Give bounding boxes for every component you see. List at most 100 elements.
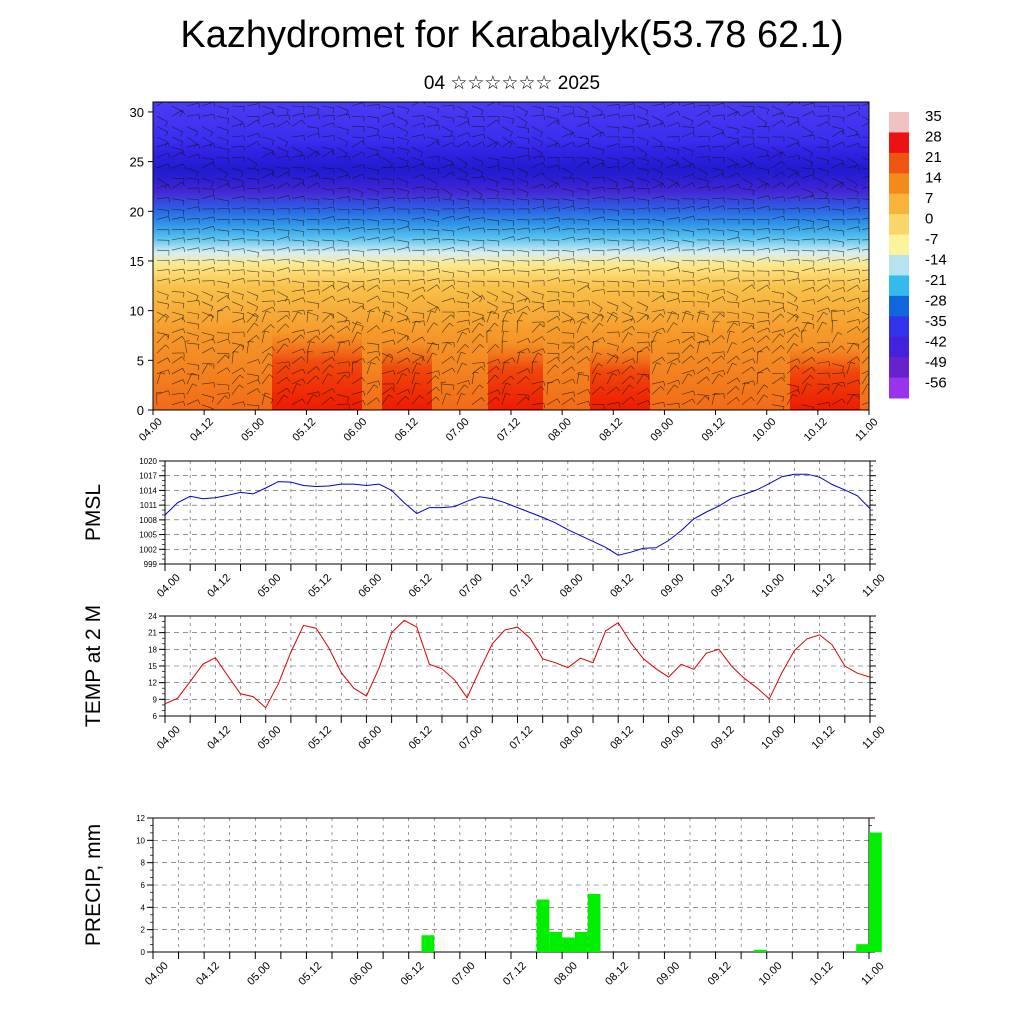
wind-barb-flag [842,242,845,248]
wind-barb-flag [539,323,544,328]
wind-barb-flag [497,314,500,320]
wind-barb-flag [468,226,471,232]
wind-barb-flag [723,145,725,152]
wind-barb [231,116,243,123]
wind-barb [411,186,424,189]
wind-barb-flag [691,315,694,321]
wind-barb-flag [633,268,636,274]
wind-barb-flag [723,205,726,211]
wind-barb-flag [558,256,561,262]
wind-barb [411,217,424,220]
wind-barb [456,157,468,165]
wind-barb-flag [212,335,214,341]
wind-barb-flag [182,368,186,373]
wind-barb-flag [378,153,381,159]
wind-barb-flag [225,354,230,359]
wind-barb-flag [462,331,467,335]
wind-barb [801,280,814,282]
wind-barb-flag [827,307,831,313]
wind-barb [351,301,364,305]
wind-barb [411,278,424,282]
wind-barb [336,174,349,179]
wind-barb [501,177,514,181]
wind-barb-flag [213,216,216,222]
wind-barb [291,311,299,323]
wind-barb-flag [213,143,216,149]
wind-barb [576,160,588,169]
wind-barb-flag [797,386,799,392]
wind-barb [246,301,258,308]
wind-barb-flag [723,114,725,120]
wind-barb [801,311,814,316]
wind-barb [411,356,423,364]
wind-barb [651,219,664,222]
wind-barb-flag [826,171,829,177]
wind-barb [846,297,859,302]
wind-barb [846,157,858,164]
wind-barb-flag [437,210,440,216]
wind-barb-flag [678,246,681,252]
wind-barb-flag [503,330,509,332]
wind-barb [201,102,214,107]
wind-barb-flag [481,366,485,371]
wind-barb [591,105,603,112]
wind-barb [651,246,664,251]
wind-barb [801,126,813,133]
colorbar-swatch [889,214,909,236]
wind-barb-flag [543,227,545,233]
wind-barb [756,372,759,385]
wind-barb [516,305,528,313]
wind-barb [681,173,694,179]
wind-barb [291,105,304,107]
wind-barb [861,228,869,230]
wind-barb [186,228,199,230]
wind-barb [771,333,781,344]
wind-barb [666,146,679,150]
wind-barb [366,248,379,251]
wind-barb [441,393,447,405]
wind-barb [456,188,469,193]
wind-barb [246,260,259,263]
wind-barb-flag [243,123,246,129]
wind-barb [216,198,229,202]
wind-barb [846,206,859,210]
wind-barb [426,156,439,158]
wind-barb-flag [438,370,441,376]
wind-barb-flag [318,133,321,138]
wind-barb-flag [361,140,366,146]
wind-barb [606,208,619,211]
wind-barb [261,136,274,141]
wind-barb [861,316,869,323]
wind-barb-flag [257,231,260,237]
wind-barb [621,114,634,117]
wind-barb [666,402,679,405]
wind-barb-flag [539,153,543,158]
cross-section-panel [153,102,869,410]
wind-barb-flag [678,298,681,304]
wind-barb [426,196,439,199]
wind-barb [591,268,604,272]
wind-barb-flag [557,182,561,187]
wind-barb [201,332,214,336]
wind-barb-flag [287,388,291,393]
wind-barb-flag [378,199,380,205]
wind-barb [366,103,379,107]
y-axis-label: PMSL [82,484,105,541]
wind-barb-flag [781,377,785,382]
wind-barb-flag [228,392,230,398]
wind-barb-flag [541,294,544,300]
wind-barb-flag [768,300,770,306]
wind-barb-flag [792,394,798,398]
wind-barb-flag [168,269,170,275]
wind-barb-flag [388,394,394,398]
wind-barb-flag [227,183,231,189]
wind-barb-flag [331,325,335,330]
wind-barb [501,393,506,405]
wind-barb [486,396,497,405]
wind-barb-flag [794,333,799,338]
wind-barb-flag [588,237,590,244]
wind-barb [201,338,214,344]
wind-barb [546,382,548,395]
wind-barb [561,198,574,202]
wind-barb [666,217,679,220]
